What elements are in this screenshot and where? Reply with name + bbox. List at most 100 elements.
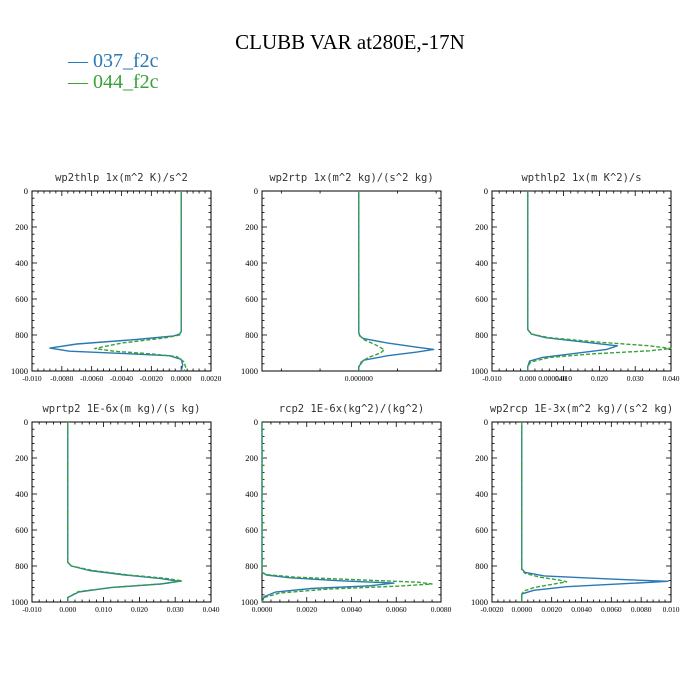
series-line-037_f2c <box>358 191 435 371</box>
x-tick-label: 0.0060 <box>601 605 622 614</box>
x-tick-label: 0.0080 <box>431 605 452 614</box>
x-tick-label: 0.0020 <box>541 605 562 614</box>
x-tick-label: 0.030 <box>627 374 644 383</box>
y-tick-label: 200 <box>245 222 258 232</box>
y-tick-label: 400 <box>245 489 258 499</box>
series-line-044_f2c <box>358 191 386 371</box>
y-tick-label: 200 <box>475 453 488 463</box>
y-tick-label: 0 <box>24 186 28 196</box>
chart-title: wpthlp2 1x(m K^2)/s <box>521 172 641 184</box>
legend-line-044: — <box>68 71 88 93</box>
plot-frame <box>31 190 212 372</box>
x-tick-label: 0.0040 <box>571 605 592 614</box>
series-line-037_f2c <box>49 191 184 372</box>
chart-panel-3: wpthlp2 1x(m K^2)/s 0 200 400 600 800 1000-0.0… <box>471 172 680 383</box>
x-tick-label: 0.0000 <box>171 374 192 383</box>
x-tick-label: 0.0040 <box>341 605 362 614</box>
y-tick-label: 0 <box>254 417 258 427</box>
legend-item-037: — 037_f2c <box>68 50 159 73</box>
x-tick-label: 0.0000 <box>512 605 533 614</box>
x-tick-label: 0.040 <box>663 374 680 383</box>
y-tick-label: 800 <box>475 330 488 340</box>
x-tick-label: -0.010 <box>22 374 42 383</box>
x-tick-label: -0.0040 <box>110 374 133 383</box>
x-tick-label: 0.0060 <box>386 605 407 614</box>
x-tick-label: 0.010 <box>555 374 572 383</box>
legend-label-044: 044_f2c <box>93 71 159 93</box>
page-title: CLUBB VAR at280E,-17N <box>235 30 465 54</box>
y-tick-label: 800 <box>475 561 488 571</box>
y-tick-label: 600 <box>475 525 488 535</box>
chart-panel-6: wp2rcp 1E-3x(m^2 kg)/(s^2 kg)0 200 400 600 8… <box>471 403 680 614</box>
x-tick-label: 0.000 <box>519 374 536 383</box>
series-line-044_f2c <box>527 191 672 371</box>
y-tick-label: 1000 <box>471 597 488 607</box>
x-tick-label: 0.0080 <box>631 605 652 614</box>
chart-panel-1: wp2thlp 1x(m^2 K)/s^202004006008001000-0… <box>11 172 222 383</box>
x-tick-label: -0.0020 <box>140 374 163 383</box>
legend-label-037: 037_f2c <box>93 50 159 72</box>
legend-line-037: — <box>68 50 88 72</box>
x-tick-label: 0.0020 <box>201 374 222 383</box>
y-tick-label: 1000 <box>11 597 28 607</box>
y-tick-label: 400 <box>475 489 488 499</box>
plot-frame <box>31 421 212 603</box>
x-tick-label: -0.0020 <box>480 605 503 614</box>
y-tick-label: 200 <box>15 222 28 232</box>
y-tick-label: 800 <box>245 561 258 571</box>
chart-title: rcp2 1E-6x(kg^2)/(kg^2) <box>279 403 424 415</box>
y-tick-label: 400 <box>475 258 488 268</box>
y-tick-label: 200 <box>475 222 488 232</box>
x-tick-label: 0.000040 <box>538 374 566 383</box>
x-tick-label: 0.0000 <box>252 605 273 614</box>
y-tick-label: 200 <box>15 453 28 463</box>
y-tick-label: 600 <box>475 294 488 304</box>
x-tick-label: -0.0080 <box>50 374 73 383</box>
x-tick-label: 0.020 <box>131 605 148 614</box>
x-tick-label: -0.010 <box>22 605 42 614</box>
y-tick-label: 1000 <box>11 366 28 376</box>
x-tick-label: -0.0060 <box>80 374 103 383</box>
chart-panel-4: wprtp2 1E-6x(m kg)/(s kg) 0 200 400 600 800 10… <box>11 403 220 614</box>
y-tick-label: 400 <box>15 489 28 499</box>
x-tick-label: 0.010 <box>95 605 112 614</box>
series-line-037_f2c <box>261 422 395 603</box>
series-line-044_f2c <box>261 422 433 603</box>
chart-panel-5: rcp2 1E-6x(kg^2)/(kg^2) 0 200 400 600 800 1000… <box>241 403 452 614</box>
y-tick-label: 0 <box>484 186 488 196</box>
x-tick-label: 0.030 <box>167 605 184 614</box>
series-line-037_f2c <box>527 191 618 371</box>
x-tick-label: 0.020 <box>591 374 608 383</box>
y-tick-label: 600 <box>15 525 28 535</box>
plot-frame <box>491 421 672 603</box>
y-tick-label: 1000 <box>471 366 488 376</box>
series-line-044_f2c <box>67 422 184 602</box>
y-tick-label: 600 <box>15 294 28 304</box>
legend-item-044: — 044_f2c <box>68 71 159 94</box>
series-line-044_f2c <box>93 191 187 372</box>
y-tick-label: 800 <box>15 330 28 340</box>
series-line-037_f2c <box>521 422 669 602</box>
x-tick-label: 0.040 <box>203 605 220 614</box>
y-tick-label: 0 <box>484 417 488 427</box>
y-tick-label: 0 <box>24 417 28 427</box>
chart-title: wprtp2 1E-6x(m kg)/(s kg) <box>42 403 200 415</box>
y-tick-label: 800 <box>15 561 28 571</box>
y-tick-label: 1000 <box>241 366 258 376</box>
x-tick-label: 0.000 <box>59 605 76 614</box>
y-tick-label: 400 <box>245 258 258 268</box>
chart-panel-2: wp2rtp 1x(m^2 kg)/(s^2 kg) 0 200 400 600 800 1… <box>241 172 567 383</box>
x-tick-label: 0.0020 <box>296 605 317 614</box>
plot-frame <box>261 421 442 603</box>
x-tick-label: -0.010 <box>482 374 502 383</box>
series-line-044_f2c <box>521 422 568 602</box>
y-tick-label: 600 <box>245 294 258 304</box>
plot-frame <box>261 190 442 372</box>
y-tick-label: 0 <box>254 186 258 196</box>
y-tick-label: 600 <box>245 525 258 535</box>
chart-title: wp2rcp 1E-3x(m^2 kg)/(s^2 kg) <box>490 403 673 415</box>
y-tick-label: 400 <box>15 258 28 268</box>
y-tick-label: 200 <box>245 453 258 463</box>
plot-frame <box>491 190 672 372</box>
